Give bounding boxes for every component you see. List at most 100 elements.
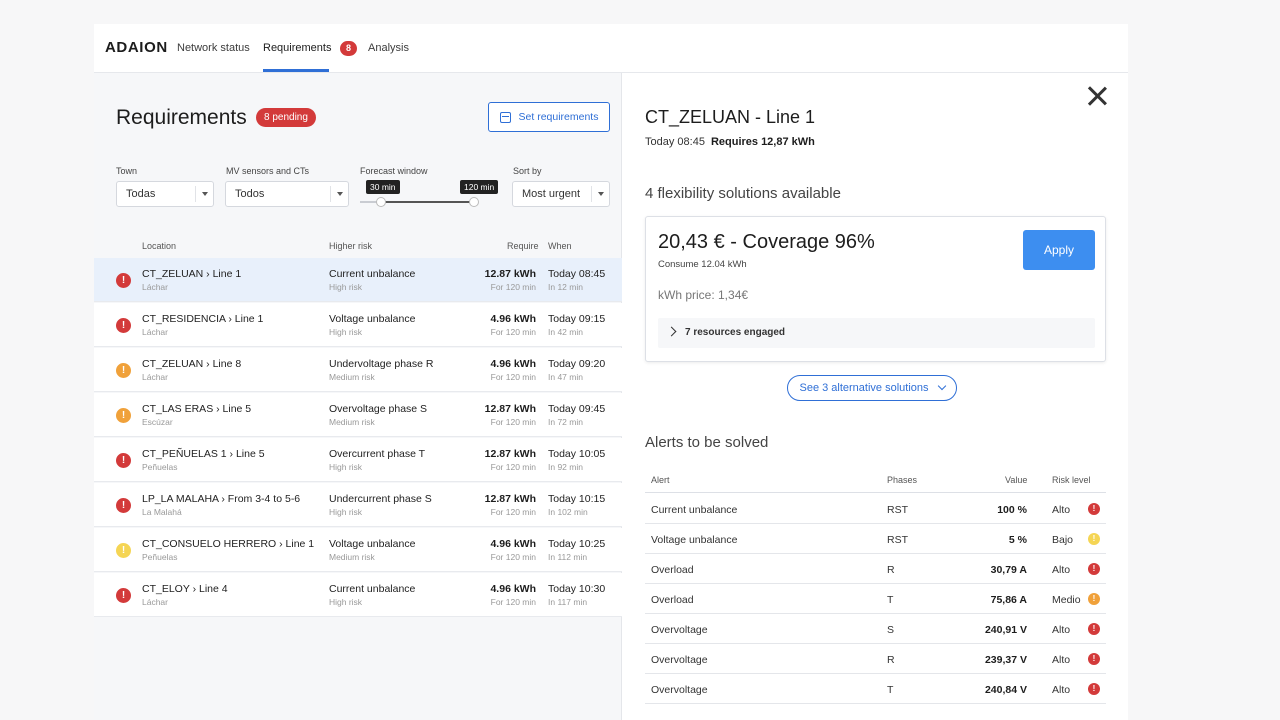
alert-risk: Alto <box>1052 654 1071 666</box>
alert-value: 75,86 A <box>990 594 1027 606</box>
chevron-down-icon <box>195 186 213 202</box>
row-when: Today 10:05 <box>548 448 606 460</box>
apply-button[interactable]: Apply <box>1023 230 1095 270</box>
table-row[interactable]: ! CT_RESIDENCIA › Line 1 Láchar Voltage … <box>94 303 622 347</box>
forecast-min-tooltip: 30 min <box>366 180 400 194</box>
row-risk-level: High risk <box>329 507 363 517</box>
alert-phases: S <box>887 624 895 636</box>
alert-value: 240,91 V <box>984 624 1027 636</box>
alert-phases: RST <box>887 534 908 546</box>
row-duration: For 120 min <box>490 417 536 427</box>
row-when: Today 10:30 <box>548 583 606 595</box>
row-location: CT_RESIDENCIA › Line 1 <box>142 313 264 325</box>
row-location: CT_LAS ERAS › Line 5 <box>142 403 252 415</box>
alert-name: Overvoltage <box>651 624 708 636</box>
forecast-label: Forecast window <box>360 166 428 176</box>
table-row[interactable]: ! CT_PEÑUELAS 1 › Line 5 Peñuelas Overcu… <box>94 438 622 482</box>
row-risk-level: Medium risk <box>329 552 375 562</box>
row-town: Láchar <box>142 282 168 292</box>
forecast-min-handle[interactable] <box>376 197 386 207</box>
row-town: Peñuelas <box>142 552 178 562</box>
row-countdown: In 102 min <box>548 507 588 517</box>
alert-icon: ! <box>116 543 131 558</box>
row-location: CT_CONSUELO HERRERO › Line 1 <box>142 538 315 550</box>
row-risk: Voltage unbalance <box>329 538 416 550</box>
alert-value: 5 % <box>1008 534 1027 546</box>
alert-row: Overvoltage S 240,91 V Alto ! <box>645 614 1106 644</box>
alert-icon: ! <box>1088 563 1100 575</box>
forecast-slider-range <box>381 201 474 203</box>
alert-phases: R <box>887 564 895 576</box>
sort-label: Sort by <box>513 166 542 176</box>
row-duration: For 120 min <box>490 597 536 607</box>
sort-select[interactable]: Most urgent <box>512 181 610 207</box>
row-countdown: In 72 min <box>548 417 583 427</box>
row-require: 12.87 kWh <box>484 403 536 415</box>
row-require: 12.87 kWh <box>484 493 536 505</box>
row-risk-level: High risk <box>329 462 363 472</box>
alert-row: Voltage unbalance RST 5 % Bajo ! <box>645 524 1106 554</box>
table-row[interactable]: ! CT_CONSUELO HERRERO › Line 1 Peñuelas … <box>94 528 622 572</box>
row-duration: For 120 min <box>490 552 536 562</box>
row-duration: For 120 min <box>490 507 536 517</box>
tab-network-status[interactable]: Network status <box>177 42 250 54</box>
alerts-header: Alert Phases Value Risk level <box>645 468 1106 493</box>
alert-icon: ! <box>116 318 131 333</box>
town-label: Town <box>116 166 138 176</box>
row-require: 12.87 kWh <box>484 268 536 280</box>
row-countdown: In 112 min <box>548 552 588 562</box>
alert-name: Overload <box>651 564 694 576</box>
alert-row: Overload R 30,79 A Alto ! <box>645 554 1106 584</box>
detail-panel: CT_ZELUAN - Line 1 Today 08:45 Requires 1… <box>623 73 1128 720</box>
detail-requires: Requires 12,87 kWh <box>710 136 815 148</box>
row-require: 4.96 kWh <box>490 583 536 595</box>
alert-icon: ! <box>116 363 131 378</box>
table-row[interactable]: ! CT_ELOY › Line 4 Láchar Current unbala… <box>94 573 622 617</box>
row-duration: For 120 min <box>490 282 536 292</box>
tab-analysis[interactable]: Analysis <box>368 42 409 54</box>
alternative-solutions-button[interactable]: See 3 alternative solutions <box>787 375 957 401</box>
set-requirements-button[interactable]: Set requirements <box>488 102 610 132</box>
row-town: Láchar <box>142 372 168 382</box>
set-requirements-label: Set requirements <box>518 111 599 123</box>
alert-icon: ! <box>116 273 131 288</box>
requirements-panel: Requirements 8 pending Set requirements … <box>94 73 622 720</box>
col-phases: Phases <box>887 475 918 485</box>
forecast-max-tooltip: 120 min <box>460 180 499 194</box>
row-duration: For 120 min <box>490 327 536 337</box>
alert-phases: R <box>887 654 895 666</box>
sensors-select[interactable]: Todos <box>225 181 349 207</box>
row-risk-level: High risk <box>329 282 363 292</box>
col-when: When <box>548 241 572 251</box>
alert-icon: ! <box>116 588 131 603</box>
alert-value: 239,37 V <box>984 654 1027 666</box>
alert-phases: T <box>887 594 894 606</box>
row-risk: Undervoltage phase R <box>329 358 434 370</box>
pending-badge: 8 pending <box>256 108 316 127</box>
row-when: Today 09:45 <box>548 403 606 415</box>
alert-value: 240,84 V <box>984 684 1027 696</box>
tab-requirements[interactable]: Requirements <box>263 42 332 54</box>
table-row[interactable]: ! LP_LA MALAHA › From 3-4 to 5-6 La Mala… <box>94 483 622 527</box>
table-row[interactable]: ! CT_ZELUAN › Line 8 Láchar Undervoltage… <box>94 348 622 392</box>
alert-row: Overvoltage T 240,84 V Alto ! <box>645 674 1106 704</box>
alert-phases: T <box>887 684 894 696</box>
resources-expander[interactable]: 7 resources engaged <box>658 318 1095 348</box>
table-row[interactable]: ! CT_ZELUAN › Line 1 Láchar Current unba… <box>94 258 622 302</box>
row-location: CT_ZELUAN › Line 1 <box>142 268 242 280</box>
row-when: Today 10:25 <box>548 538 606 550</box>
alert-risk: Alto <box>1052 504 1071 516</box>
chevron-down-icon <box>330 186 348 202</box>
alert-phases: RST <box>887 504 908 516</box>
row-location: CT_PEÑUELAS 1 › Line 5 <box>142 448 265 460</box>
close-icon[interactable] <box>1086 85 1108 107</box>
alert-risk: Bajo <box>1052 534 1074 546</box>
page-title: Requirements <box>116 106 247 129</box>
row-town: Láchar <box>142 597 168 607</box>
forecast-max-handle[interactable] <box>469 197 479 207</box>
alert-icon: ! <box>1088 503 1100 515</box>
solution-consume: Consume 12.04 kWh <box>658 259 747 270</box>
row-town: La Malahá <box>142 507 182 517</box>
town-select[interactable]: Todas <box>116 181 214 207</box>
table-row[interactable]: ! CT_LAS ERAS › Line 5 Escúzar Overvolta… <box>94 393 622 437</box>
